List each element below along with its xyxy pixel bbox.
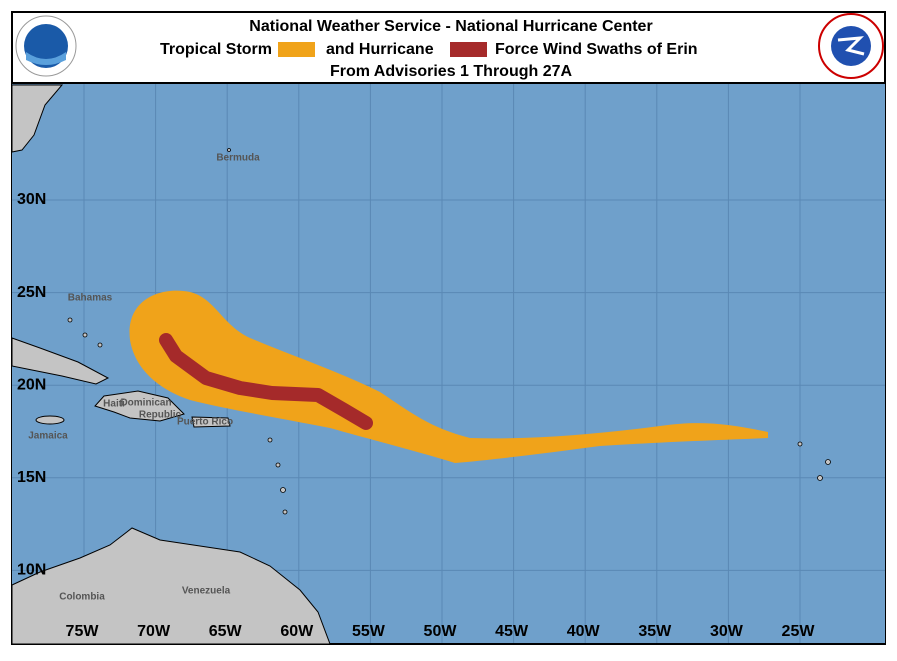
place-label: Puerto Rico — [177, 417, 233, 428]
land-south-america — [11, 527, 331, 645]
lon-label: 35W — [638, 623, 672, 640]
hurricane-swath — [159, 333, 373, 430]
lat-label: 10N — [17, 562, 46, 579]
lon-label: 30W — [710, 623, 744, 640]
lon-label: 60W — [280, 623, 314, 640]
small-islands — [67, 148, 831, 515]
lon-label: 55W — [352, 623, 386, 640]
nws-logo — [818, 13, 884, 79]
place-label: Dominican — [120, 398, 171, 409]
legend-ts-swatch — [278, 42, 315, 57]
place-label: Bermuda — [216, 153, 260, 164]
title: National Weather Service - National Hurr… — [249, 18, 652, 35]
lon-label: 70W — [137, 623, 171, 640]
legend-hu-swatch — [450, 42, 487, 57]
lon-label: 65W — [209, 623, 243, 640]
land-jamaica — [35, 415, 65, 425]
lon-label: 75W — [66, 623, 100, 640]
legend-hu-label: and Hurricane — [326, 41, 434, 58]
map-labels: 30N 25N 20N 15N 10N 75W 70W 65W 60W 55W 50W 45W 40W 3… — [17, 153, 815, 641]
land-hispaniola — [94, 390, 185, 422]
place-label: Jamaica — [28, 431, 68, 442]
place-label: Republic — [139, 410, 182, 421]
lat-label: 15N — [17, 469, 46, 486]
legend-tail: Force Wind Swaths of Erin — [495, 41, 698, 58]
land-puerto-rico — [191, 416, 231, 428]
place-label: Haiti — [103, 399, 125, 410]
legend-ts-label: Tropical Storm — [160, 41, 272, 58]
land-us — [11, 84, 64, 153]
lat-label: 25N — [17, 284, 46, 301]
lon-label: 25W — [782, 623, 816, 640]
place-label: Bahamas — [68, 293, 113, 304]
land-cuba — [11, 337, 110, 385]
lon-label: 50W — [424, 623, 458, 640]
place-label: Venezuela — [182, 586, 231, 597]
noaa-logo — [15, 15, 77, 77]
lat-label: 20N — [17, 376, 46, 393]
lon-label: 40W — [567, 623, 601, 640]
tropical-storm-swath — [129, 290, 768, 463]
lon-label: 45W — [495, 623, 529, 640]
subtitle: From Advisories 1 Through 27A — [330, 63, 573, 80]
lat-label: 30N — [17, 191, 46, 208]
place-label: Colombia — [59, 592, 105, 603]
